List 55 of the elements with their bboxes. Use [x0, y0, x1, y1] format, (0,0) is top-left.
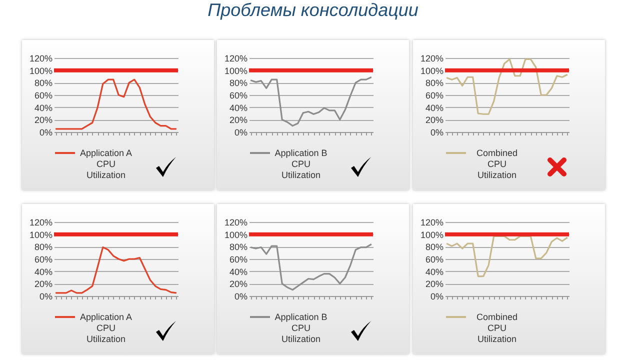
- y-tick-label: 0%: [39, 128, 52, 138]
- y-tick-label: 0%: [234, 128, 248, 138]
- y-tick-label: 120%: [420, 54, 444, 64]
- y-tick-label: 100%: [224, 66, 248, 76]
- y-tick-label: 0%: [430, 128, 444, 138]
- line-series: [250, 243, 372, 291]
- y-tick-label: 60%: [34, 90, 52, 100]
- line-series: [54, 246, 178, 294]
- y-tick-label: 60%: [425, 254, 444, 264]
- y-tick-label: 100%: [224, 230, 248, 240]
- y-tick-label: 80%: [229, 242, 248, 252]
- y-tick-label: 40%: [425, 102, 444, 113]
- y-tick-label: 120%: [224, 54, 248, 64]
- legend-label: Application A CPU Utilization: [80, 148, 132, 180]
- line-series: [250, 76, 372, 127]
- y-tick-label: 80%: [229, 78, 248, 88]
- line-series: [54, 78, 178, 130]
- y-tick-label: 60%: [229, 90, 248, 100]
- y-tick-label: 20%: [34, 279, 52, 290]
- line-series: [446, 58, 568, 115]
- y-tick-label: 40%: [425, 266, 444, 277]
- y-tick-label: 20%: [229, 279, 248, 290]
- y-tick-label: 40%: [34, 102, 52, 113]
- y-tick-label: 40%: [34, 266, 52, 277]
- legend-label: Application A CPU Utilization: [80, 312, 132, 344]
- y-tick-label: 120%: [420, 218, 444, 228]
- y-tick-label: 60%: [34, 254, 52, 264]
- y-tick-label: 100%: [420, 66, 444, 76]
- y-tick-label: 20%: [34, 115, 52, 126]
- y-tick-label: 40%: [229, 266, 248, 277]
- y-tick-label: 100%: [420, 230, 444, 240]
- legend-label: Combined CPU Utilization: [476, 148, 518, 180]
- y-tick-label: 20%: [229, 115, 248, 126]
- y-tick-label: 100%: [29, 66, 52, 76]
- y-tick-label: 120%: [224, 218, 248, 228]
- legend-label: Combined CPU Utilization: [476, 312, 518, 344]
- y-tick-label: 80%: [34, 242, 52, 252]
- y-tick-label: 80%: [425, 78, 444, 88]
- y-tick-label: 80%: [425, 242, 444, 252]
- y-tick-label: 120%: [29, 54, 52, 64]
- legend-label: Application B CPU Utilization: [274, 312, 328, 344]
- y-tick-label: 0%: [39, 292, 52, 302]
- y-tick-label: 20%: [425, 115, 444, 126]
- y-tick-label: 60%: [229, 254, 248, 264]
- chart-title: Проблемы консолидации: [208, 0, 418, 21]
- y-tick-label: 0%: [430, 292, 444, 302]
- y-tick-label: 0%: [234, 292, 248, 302]
- y-tick-label: 80%: [34, 78, 52, 88]
- legend-label: Application B CPU Utilization: [274, 148, 328, 180]
- y-tick-label: 100%: [29, 230, 52, 240]
- line-series: [446, 235, 568, 278]
- y-tick-label: 60%: [425, 90, 444, 100]
- y-tick-label: 40%: [229, 102, 248, 113]
- y-tick-label: 120%: [29, 218, 52, 228]
- y-tick-label: 20%: [425, 279, 444, 290]
